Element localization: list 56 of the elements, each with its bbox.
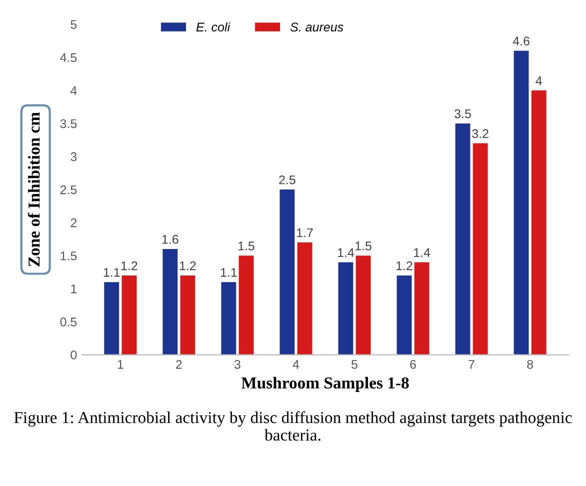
y-tick-label: 5 xyxy=(70,20,77,29)
x-tick-label: 5 xyxy=(352,360,358,369)
y-tick-label: 3.5 xyxy=(60,119,77,128)
data-label: 4.6 xyxy=(512,36,530,46)
bar xyxy=(338,262,354,355)
bar xyxy=(356,256,371,355)
legend-label: E. coli xyxy=(196,22,230,32)
legend-label: S. aureus xyxy=(290,22,344,32)
bar xyxy=(104,282,120,355)
bar xyxy=(414,262,430,355)
x-tick-label: 2 xyxy=(176,360,182,369)
y-tick-label: 2.5 xyxy=(60,185,77,194)
bar xyxy=(280,190,295,355)
bar xyxy=(514,50,529,355)
bar xyxy=(531,90,546,355)
y-tick-label: 0.5 xyxy=(60,318,77,326)
y-tick-label: 4 xyxy=(70,86,77,95)
y-axis-title: Zone of Inhibition cm xyxy=(28,112,40,266)
data-label: 1.7 xyxy=(297,228,313,238)
y-tick-label: 1.5 xyxy=(60,252,77,260)
data-label: 1.2 xyxy=(396,261,412,270)
data-label: 3.2 xyxy=(472,129,488,138)
data-label: 3.5 xyxy=(454,109,471,118)
data-label: 1.5 xyxy=(238,242,254,250)
bar xyxy=(472,143,488,355)
data-label: 1.2 xyxy=(121,261,138,270)
data-label: 4 xyxy=(536,76,542,86)
bar xyxy=(162,249,178,355)
data-label: 1.4 xyxy=(338,248,354,257)
x-tick-label: 1 xyxy=(118,360,124,369)
data-label: 2.5 xyxy=(279,175,296,184)
data-label: 1.1 xyxy=(104,268,120,277)
bar xyxy=(396,275,412,355)
data-label: 1.5 xyxy=(356,242,372,250)
y-tick-label: 0 xyxy=(70,350,77,360)
data-label: 1.4 xyxy=(414,248,430,257)
x-tick-label: 6 xyxy=(410,360,416,369)
y-tick-label: 2 xyxy=(70,218,77,228)
bar xyxy=(297,242,312,355)
data-label: 1.2 xyxy=(180,261,196,270)
y-tick-label: 1 xyxy=(71,284,77,294)
bar xyxy=(238,256,254,355)
data-label: 1.1 xyxy=(220,268,237,277)
bar xyxy=(221,282,236,355)
x-tick-label: 7 xyxy=(468,360,474,369)
bar xyxy=(455,123,470,355)
bar xyxy=(180,275,196,355)
data-label: 1.6 xyxy=(162,234,178,244)
y-tick-label: 4.5 xyxy=(60,53,77,62)
x-axis-title: Mushroom Samples 1-8 xyxy=(241,376,409,392)
bar xyxy=(122,275,137,355)
x-tick-label: 8 xyxy=(527,360,534,369)
x-tick-label: 3 xyxy=(234,360,240,369)
y-tick-label: 3 xyxy=(70,152,77,162)
x-tick-label: 4 xyxy=(292,360,300,369)
caption: Figure 1: Antimicrobial activity by disc diffusion method against targets pathogenic bacteria. xyxy=(14,411,572,441)
